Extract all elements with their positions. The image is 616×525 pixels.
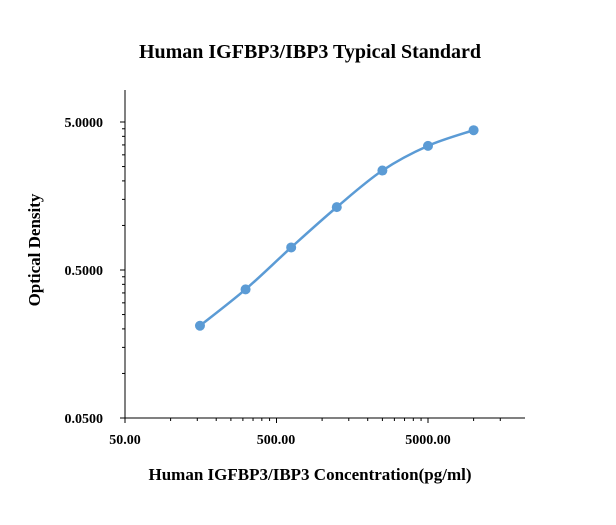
data-point-2 xyxy=(286,242,297,253)
y-tick-label-2: 5.0000 xyxy=(65,116,104,131)
y-axis-ticks xyxy=(120,121,125,419)
x-tick-label-0: 50.00 xyxy=(109,433,141,448)
data-point-1 xyxy=(240,284,251,295)
series-layer xyxy=(194,125,479,331)
x-tick-label-1: 500.00 xyxy=(257,433,296,448)
series-line-0 xyxy=(199,129,475,327)
x-axis-title: Human IGFBP3/IBP3 Concentration(pg/ml) xyxy=(148,465,471,484)
y-axis-title: Optical Density xyxy=(25,193,44,306)
plot-area xyxy=(120,90,525,423)
y-tick-label-0: 0.0500 xyxy=(65,412,104,427)
chart-title: Human IGFBP3/IBP3 Typical Standard xyxy=(139,41,481,63)
data-point-0 xyxy=(194,320,205,331)
y-tick-label-1: 0.5000 xyxy=(65,264,104,279)
data-point-3 xyxy=(331,202,342,213)
data-point-6 xyxy=(468,125,479,136)
x-tick-label-2: 5000.00 xyxy=(405,433,451,448)
x-axis-ticks xyxy=(124,418,501,423)
data-point-5 xyxy=(423,140,433,151)
data-point-4 xyxy=(377,165,388,176)
